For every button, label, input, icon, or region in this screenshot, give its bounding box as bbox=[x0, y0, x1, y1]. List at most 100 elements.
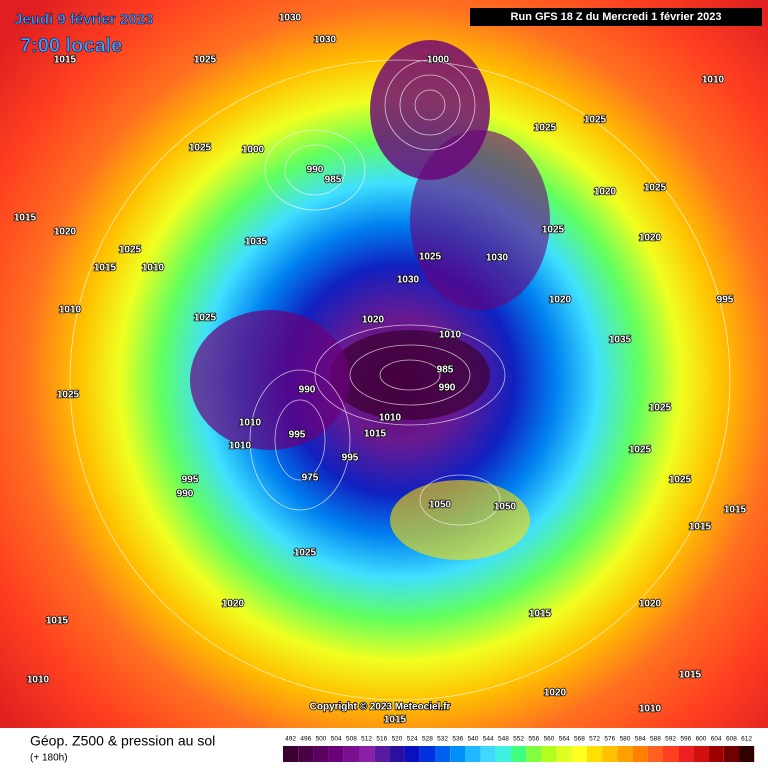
forecast-time: 7:00 locale bbox=[20, 35, 122, 57]
isobar-label: 1025 bbox=[644, 183, 667, 194]
scale-cell bbox=[359, 746, 375, 762]
scale-tick-label: 516 bbox=[376, 736, 387, 743]
scale-cell bbox=[298, 746, 314, 762]
isobar-label: 1010 bbox=[439, 330, 462, 341]
isobar-label: 1000 bbox=[242, 145, 265, 156]
isobar-label: 1025 bbox=[57, 390, 80, 401]
run-box bbox=[470, 8, 762, 26]
scale-tick-label: 548 bbox=[498, 736, 509, 743]
isobar-label: 990 bbox=[299, 385, 316, 396]
scale-cell bbox=[343, 746, 359, 762]
scale-cell bbox=[404, 746, 420, 762]
scale-cell bbox=[313, 746, 329, 762]
scale-cell bbox=[283, 746, 299, 762]
scale-tick-label: 612 bbox=[741, 736, 752, 743]
scale-cell bbox=[541, 746, 557, 762]
isobar-label: 1025 bbox=[534, 123, 557, 134]
scale-cell bbox=[374, 746, 390, 762]
isobar-label: 1010 bbox=[239, 418, 262, 429]
isobar-label: 995 bbox=[289, 430, 306, 441]
isobar-label: 1025 bbox=[194, 313, 217, 324]
isobar-label: 1025 bbox=[189, 143, 212, 154]
low-area bbox=[410, 130, 550, 310]
isobar-label: 1020 bbox=[54, 227, 77, 238]
scale-tick-label: 584 bbox=[635, 736, 646, 743]
isobar-label: 1050 bbox=[494, 502, 517, 513]
scale-tick-label: 552 bbox=[513, 736, 524, 743]
isobar-label: 1010 bbox=[379, 413, 402, 424]
scale-cell bbox=[647, 746, 663, 762]
high-area bbox=[390, 480, 530, 560]
scale-tick-label: 520 bbox=[392, 736, 403, 743]
isobar-label: 1020 bbox=[362, 315, 385, 326]
scale-tick-label: 512 bbox=[361, 736, 372, 743]
scale-tick-label: 580 bbox=[620, 736, 631, 743]
scale-tick-label: 504 bbox=[331, 736, 342, 743]
scale-tick-label: 492 bbox=[285, 736, 296, 743]
scale-cell bbox=[663, 746, 679, 762]
scale-tick-label: 564 bbox=[559, 736, 570, 743]
low-area bbox=[190, 310, 350, 450]
scale-tick-label: 508 bbox=[346, 736, 357, 743]
footer-lead: (+ 180h) bbox=[30, 753, 68, 764]
isobar-label: 1015 bbox=[364, 429, 387, 440]
scale-cell bbox=[678, 746, 694, 762]
isobar-label: 985 bbox=[437, 365, 454, 376]
isobar-label: 1030 bbox=[279, 13, 302, 24]
isobar-label: 1010 bbox=[639, 704, 662, 715]
scale-tick-label: 500 bbox=[316, 736, 327, 743]
isobar-label: 1020 bbox=[594, 187, 617, 198]
isobar-label: 975 bbox=[302, 473, 319, 484]
isobar-label: 1010 bbox=[702, 75, 725, 86]
isobar-label: 1025 bbox=[419, 252, 442, 263]
scale-tick-label: 560 bbox=[544, 736, 555, 743]
scale-cell bbox=[480, 746, 496, 762]
isobar-label: 1025 bbox=[542, 225, 565, 236]
isobar-label: 1010 bbox=[59, 305, 82, 316]
isobar-label: 1030 bbox=[486, 253, 509, 264]
scale-tick-label: 600 bbox=[696, 736, 707, 743]
isobar-label: 1020 bbox=[639, 599, 662, 610]
isobar-label: 1030 bbox=[314, 35, 337, 46]
scale-tick-label: 592 bbox=[665, 736, 676, 743]
isobar-label: 1015 bbox=[46, 616, 69, 627]
scale-cell bbox=[739, 746, 755, 762]
isobar-label: 990 bbox=[177, 489, 194, 500]
scale-cell bbox=[511, 746, 527, 762]
isobar-label: 1015 bbox=[724, 505, 747, 516]
isobar-label: 1010 bbox=[229, 441, 252, 452]
scale-cell bbox=[693, 746, 709, 762]
isobar-label: 1025 bbox=[669, 475, 692, 486]
scale-tick-label: 608 bbox=[726, 736, 737, 743]
forecast-date: Jeudi 9 février 2023 bbox=[14, 11, 153, 28]
scale-cell bbox=[571, 746, 587, 762]
scale-tick-label: 604 bbox=[711, 736, 722, 743]
isobar-label: 1015 bbox=[94, 263, 117, 274]
copyright: Copyright © 2023 Meteociel.fr bbox=[310, 702, 451, 713]
scale-cell bbox=[723, 746, 739, 762]
scale-tick-label: 544 bbox=[483, 736, 494, 743]
isobar-label: 1050 bbox=[429, 500, 452, 511]
scale-tick-label: 596 bbox=[680, 736, 691, 743]
scale-tick-label: 496 bbox=[300, 736, 311, 743]
footer-title: Géop. Z500 & pression au sol bbox=[30, 733, 215, 749]
scale-cell bbox=[632, 746, 648, 762]
isobar-label: 1025 bbox=[629, 445, 652, 456]
scale-tick-label: 588 bbox=[650, 736, 661, 743]
isobar-label: 1020 bbox=[549, 295, 572, 306]
isobar-label: 1015 bbox=[384, 715, 407, 726]
isobar-label: 1025 bbox=[194, 55, 217, 66]
color-scale: 492 496 500 504 508 512 516 520 524 528 532 536 540 5… bbox=[283, 736, 755, 762]
isobar-label: 1015 bbox=[529, 609, 552, 620]
isobar-label: 1035 bbox=[245, 237, 268, 248]
scale-cell bbox=[419, 746, 435, 762]
scale-tick-label: 568 bbox=[574, 736, 585, 743]
scale-tick-label: 572 bbox=[589, 736, 600, 743]
isobar-label: 1020 bbox=[222, 599, 245, 610]
scale-cell bbox=[328, 746, 344, 762]
scale-tick-label: 556 bbox=[528, 736, 539, 743]
isobar-label: 1030 bbox=[397, 275, 420, 286]
isobar-label: 1010 bbox=[142, 263, 165, 274]
scale-cell bbox=[602, 746, 618, 762]
